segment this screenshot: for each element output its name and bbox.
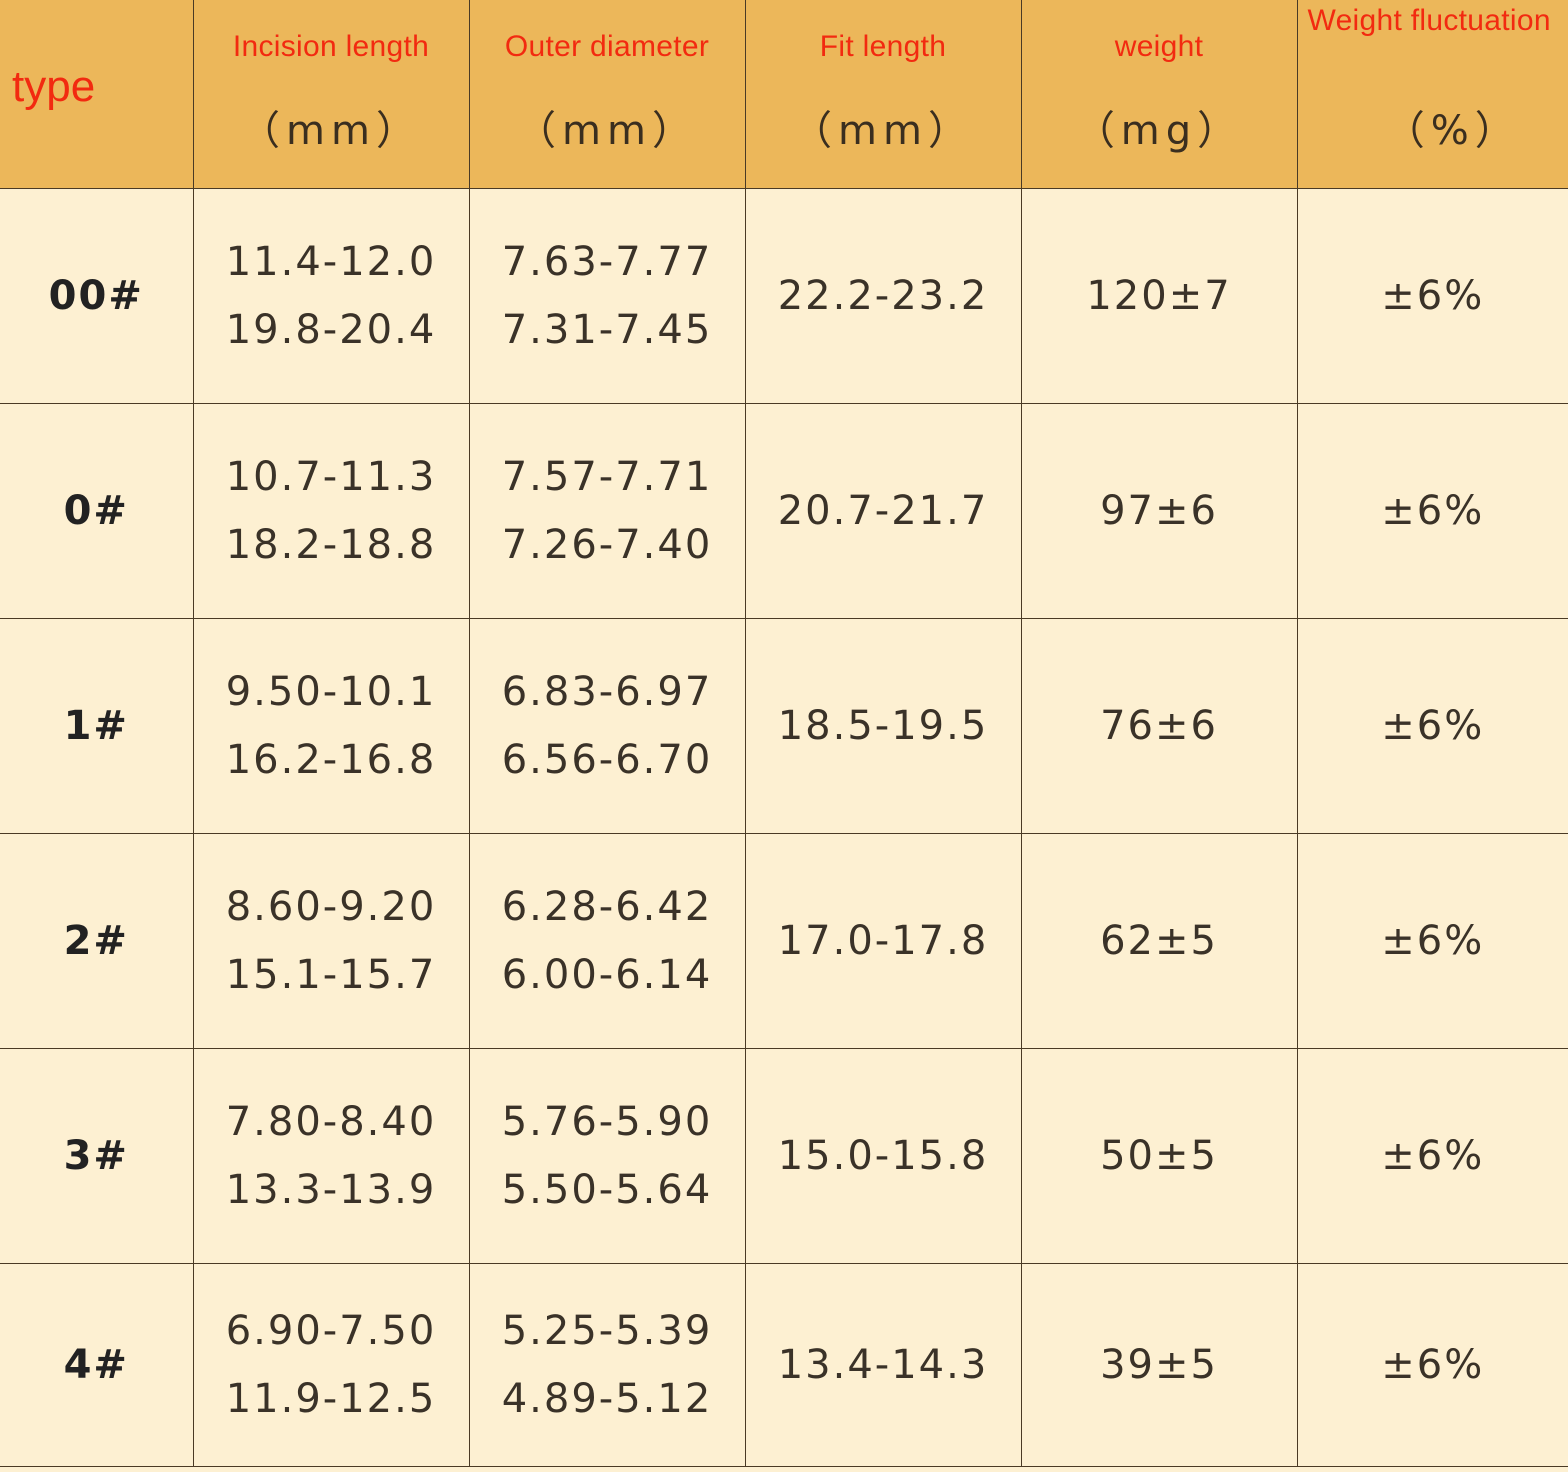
cell-incision-length: 8.60-9.20 15.1-15.7 bbox=[192, 833, 470, 1049]
value-line: 16.2-16.8 bbox=[225, 737, 437, 783]
cell-weight-fluctuation: ±6% bbox=[1296, 618, 1568, 834]
value-line: 4.89-5.12 bbox=[501, 1376, 713, 1422]
cell-fit-length: 17.0-17.8 bbox=[744, 833, 1022, 1049]
value-line: 5.76-5.90 bbox=[501, 1099, 713, 1145]
cell-weight: 62±5 bbox=[1020, 833, 1298, 1049]
cell-incision-length: 10.7-11.3 18.2-18.8 bbox=[192, 403, 470, 619]
value-line: 7.80-8.40 bbox=[225, 1099, 437, 1145]
table-row: 0# 10.7-11.3 18.2-18.8 7.57-7.71 7.26-7.40 20… bbox=[0, 403, 1568, 619]
cell-weight: 76±6 bbox=[1020, 618, 1298, 834]
cell-outer-diameter: 6.83-6.97 6.56-6.70 bbox=[468, 618, 746, 834]
cell-type: 1# bbox=[0, 618, 194, 834]
cell-fit-length: 13.4-14.3 bbox=[744, 1263, 1022, 1467]
cell-outer-diameter: 7.57-7.71 7.26-7.40 bbox=[468, 403, 746, 619]
cell-type: 4# bbox=[0, 1263, 194, 1467]
header-unit: （mg） bbox=[1074, 108, 1244, 154]
header-fit-length: Fit length （mm） bbox=[744, 0, 1022, 189]
header-type-label: type bbox=[12, 62, 96, 111]
cell-fit-length: 18.5-19.5 bbox=[744, 618, 1022, 834]
header-unit: （%） bbox=[1384, 108, 1521, 154]
cell-incision-length: 11.4-12.0 19.8-20.4 bbox=[192, 188, 470, 404]
value-line: 11.9-12.5 bbox=[225, 1376, 437, 1422]
table-row: 1# 9.50-10.1 16.2-16.8 6.83-6.97 6.56-6.70 18… bbox=[0, 618, 1568, 834]
table-row: 2# 8.60-9.20 15.1-15.7 6.28-6.42 6.00-6.14 17… bbox=[0, 833, 1568, 1049]
cell-incision-length: 6.90-7.50 11.9-12.5 bbox=[192, 1263, 470, 1467]
header-name: weight bbox=[1114, 30, 1204, 63]
value-line: 11.4-12.0 bbox=[225, 239, 437, 285]
value-line: 6.83-6.97 bbox=[501, 669, 713, 715]
header-outer-diameter: Outer diameter （mm） bbox=[468, 0, 746, 189]
value-line: 10.7-11.3 bbox=[225, 454, 437, 500]
value-line: 18.2-18.8 bbox=[225, 522, 437, 568]
value-line: 6.90-7.50 bbox=[225, 1308, 437, 1354]
header-incision-length: Incision length （mm） bbox=[192, 0, 470, 189]
header-name: Weight fluctuation bbox=[1307, 4, 1551, 37]
cell-weight-fluctuation: ±6% bbox=[1296, 833, 1568, 1049]
value-line: 9.50-10.1 bbox=[225, 669, 437, 715]
value-line: 19.8-20.4 bbox=[225, 307, 437, 353]
cell-type: 00# bbox=[0, 188, 194, 404]
cell-fit-length: 20.7-21.7 bbox=[744, 403, 1022, 619]
cell-type: 3# bbox=[0, 1048, 194, 1264]
cell-type: 0# bbox=[0, 403, 194, 619]
cell-weight: 50±5 bbox=[1020, 1048, 1298, 1264]
value-line: 13.3-13.9 bbox=[225, 1167, 437, 1213]
cell-weight-fluctuation: ±6% bbox=[1296, 403, 1568, 619]
header-weight: weight （mg） bbox=[1020, 0, 1298, 189]
value-line: 7.63-7.77 bbox=[501, 239, 713, 285]
cell-weight-fluctuation: ±6% bbox=[1296, 1263, 1568, 1467]
cell-weight: 120±7 bbox=[1020, 188, 1298, 404]
value-line: 7.31-7.45 bbox=[501, 307, 713, 353]
value-line: 5.25-5.39 bbox=[501, 1308, 713, 1354]
cell-outer-diameter: 6.28-6.42 6.00-6.14 bbox=[468, 833, 746, 1049]
value-line: 15.1-15.7 bbox=[225, 952, 437, 998]
header-type: type bbox=[0, 0, 194, 189]
cell-type: 2# bbox=[0, 833, 194, 1049]
value-line: 7.26-7.40 bbox=[501, 522, 713, 568]
value-line: 6.28-6.42 bbox=[501, 884, 713, 930]
header-name: Fit length bbox=[819, 30, 947, 63]
header-unit: （mm） bbox=[240, 108, 422, 154]
header-weight-fluctuation: Weight fluctuation （%） bbox=[1296, 0, 1568, 189]
header-unit: （mm） bbox=[516, 108, 698, 154]
value-line: 5.50-5.64 bbox=[501, 1167, 713, 1213]
header-unit: （mm） bbox=[792, 108, 974, 154]
cell-weight: 39±5 bbox=[1020, 1263, 1298, 1467]
cell-incision-length: 9.50-10.1 16.2-16.8 bbox=[192, 618, 470, 834]
value-line: 6.56-6.70 bbox=[501, 737, 713, 783]
cell-outer-diameter: 5.25-5.39 4.89-5.12 bbox=[468, 1263, 746, 1467]
cell-outer-diameter: 7.63-7.77 7.31-7.45 bbox=[468, 188, 746, 404]
table-row: 4# 6.90-7.50 11.9-12.5 5.25-5.39 4.89-5.12 13… bbox=[0, 1263, 1568, 1467]
value-line: 7.57-7.71 bbox=[501, 454, 713, 500]
value-line: 6.00-6.14 bbox=[501, 952, 713, 998]
value-line: 8.60-9.20 bbox=[225, 884, 437, 930]
cell-fit-length: 15.0-15.8 bbox=[744, 1048, 1022, 1264]
header-name: Outer diameter bbox=[504, 30, 710, 63]
cell-weight-fluctuation: ±6% bbox=[1296, 1048, 1568, 1264]
table-row: 3# 7.80-8.40 13.3-13.9 5.76-5.90 5.50-5.64 15… bbox=[0, 1048, 1568, 1264]
cell-weight-fluctuation: ±6% bbox=[1296, 188, 1568, 404]
cell-incision-length: 7.80-8.40 13.3-13.9 bbox=[192, 1048, 470, 1264]
header-row: type Incision length （mm） Outer diameter （… bbox=[0, 0, 1568, 189]
table-row: 00# 11.4-12.0 19.8-20.4 7.63-7.77 7.31-7.45 2… bbox=[0, 188, 1568, 404]
cell-fit-length: 22.2-23.2 bbox=[744, 188, 1022, 404]
cell-weight: 97±6 bbox=[1020, 403, 1298, 619]
cell-outer-diameter: 5.76-5.90 5.50-5.64 bbox=[468, 1048, 746, 1264]
header-name: Incision length bbox=[232, 30, 430, 63]
